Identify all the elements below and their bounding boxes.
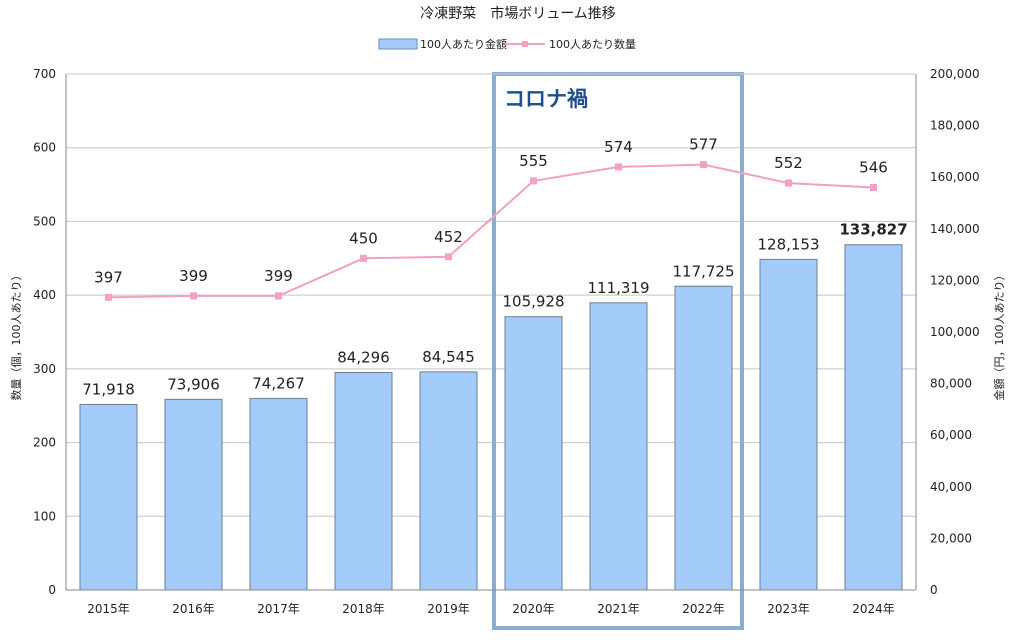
bar-2016年 xyxy=(164,398,223,591)
right-tick-label: 140,000 xyxy=(930,222,980,236)
line-value-label: 450 xyxy=(349,229,378,247)
right-tick-label: 60,000 xyxy=(930,428,972,442)
x-tick-label: 2024年 xyxy=(852,602,895,616)
right-tick-label: 80,000 xyxy=(930,377,972,391)
x-tick-label: 2018年 xyxy=(342,602,385,616)
bar-value-label: 117,725 xyxy=(672,262,734,280)
bar-value-label: 111,319 xyxy=(587,279,649,297)
left-axis-title: 数量（個，100人あたり） xyxy=(10,270,23,401)
bar-value-label: 84,545 xyxy=(422,348,475,366)
line-point-2016年 xyxy=(190,292,197,300)
axes: 0 100 200 300 400 500 600 700 0 20,000 40,000 60,00… xyxy=(33,67,980,616)
right-axis-title: 金額（円，100人あたり） xyxy=(992,270,1006,401)
legend-bar-label: 100人あたり金額 xyxy=(420,37,507,51)
x-tick-label: 2020年 xyxy=(512,602,555,616)
left-tick-label: 0 xyxy=(48,583,56,597)
chart-title: 冷凍野菜 市場ボリューム推移 xyxy=(420,5,616,22)
covid-label: コロナ禍 xyxy=(504,87,588,111)
legend-line-label: 100人あたり数量 xyxy=(549,38,636,51)
line-value-label: 552 xyxy=(774,154,803,172)
line-point-2015年 xyxy=(105,293,112,301)
data-labels: 71,918 73,906 74,267 84,296 84,545 105,928 111… xyxy=(82,136,907,399)
bar-2020年 xyxy=(504,316,563,591)
bar-2017年 xyxy=(249,397,308,591)
line-value-label: 546 xyxy=(859,159,888,177)
right-tick-label: 20,000 xyxy=(930,531,972,545)
x-tick-label: 2019年 xyxy=(427,602,470,616)
left-tick-label: 300 xyxy=(33,362,56,376)
line-point-2024年 xyxy=(870,184,877,192)
x-tick-label: 2021年 xyxy=(597,602,640,616)
bars xyxy=(79,244,903,591)
line-point-2022年 xyxy=(700,161,707,169)
bar-value-label: 105,928 xyxy=(502,293,564,311)
bar-2023年 xyxy=(759,258,818,591)
line-value-label: 399 xyxy=(179,267,208,285)
right-tick-label: 200,000 xyxy=(930,67,980,81)
right-tick-label: 40,000 xyxy=(930,480,972,494)
line-point-2017年 xyxy=(275,292,282,300)
bar-2018年 xyxy=(334,372,393,591)
legend-bar-swatch xyxy=(378,38,418,50)
left-tick-label: 700 xyxy=(33,67,56,81)
line-value-label: 452 xyxy=(434,228,463,246)
right-tick-label: 180,000 xyxy=(930,119,980,133)
bar-2015年 xyxy=(79,403,138,591)
legend-line-marker xyxy=(522,41,528,47)
x-tick-label: 2022年 xyxy=(682,602,725,616)
x-tick-label: 2016年 xyxy=(172,602,215,616)
line-value-label: 397 xyxy=(94,268,123,286)
line-point-2021年 xyxy=(615,163,622,171)
x-tick-label: 2023年 xyxy=(767,602,810,616)
bar-value-label: 71,918 xyxy=(82,380,135,398)
line-point-2018年 xyxy=(360,254,367,262)
bar-value-label: 74,267 xyxy=(252,374,305,392)
bar-value-label: 128,153 xyxy=(757,235,819,253)
bar-2022年 xyxy=(674,285,733,591)
line-point-2023年 xyxy=(785,179,792,187)
right-tick-label: 0 xyxy=(930,583,938,597)
right-tick-label: 160,000 xyxy=(930,170,980,184)
x-tick-label: 2017年 xyxy=(257,602,300,616)
bar-value-label: 73,906 xyxy=(167,375,220,393)
bar-value-label: 133,827 xyxy=(839,221,907,239)
left-tick-label: 200 xyxy=(33,436,56,450)
right-tick-label: 120,000 xyxy=(930,273,980,287)
left-tick-label: 100 xyxy=(33,509,56,523)
left-tick-label: 600 xyxy=(33,141,56,155)
left-tick-label: 400 xyxy=(33,288,56,302)
bar-2024年 xyxy=(844,244,903,591)
right-tick-label: 100,000 xyxy=(930,325,980,339)
left-tick-label: 500 xyxy=(33,214,56,228)
line-value-label: 555 xyxy=(519,152,548,170)
bar-2021年 xyxy=(589,302,648,591)
quantity-line xyxy=(105,161,877,301)
line-value-label: 399 xyxy=(264,267,293,285)
x-tick-label: 2015年 xyxy=(87,602,130,616)
line-value-label: 577 xyxy=(689,136,718,154)
legend: 100人あたり金額 100人あたり数量 xyxy=(378,37,636,51)
bar-value-label: 84,296 xyxy=(337,349,390,367)
quantity-line-path xyxy=(108,163,874,299)
line-point-2020年 xyxy=(530,177,537,185)
line-value-label: 574 xyxy=(604,138,633,156)
bar-2019年 xyxy=(419,371,478,591)
line-point-2019年 xyxy=(445,253,452,261)
